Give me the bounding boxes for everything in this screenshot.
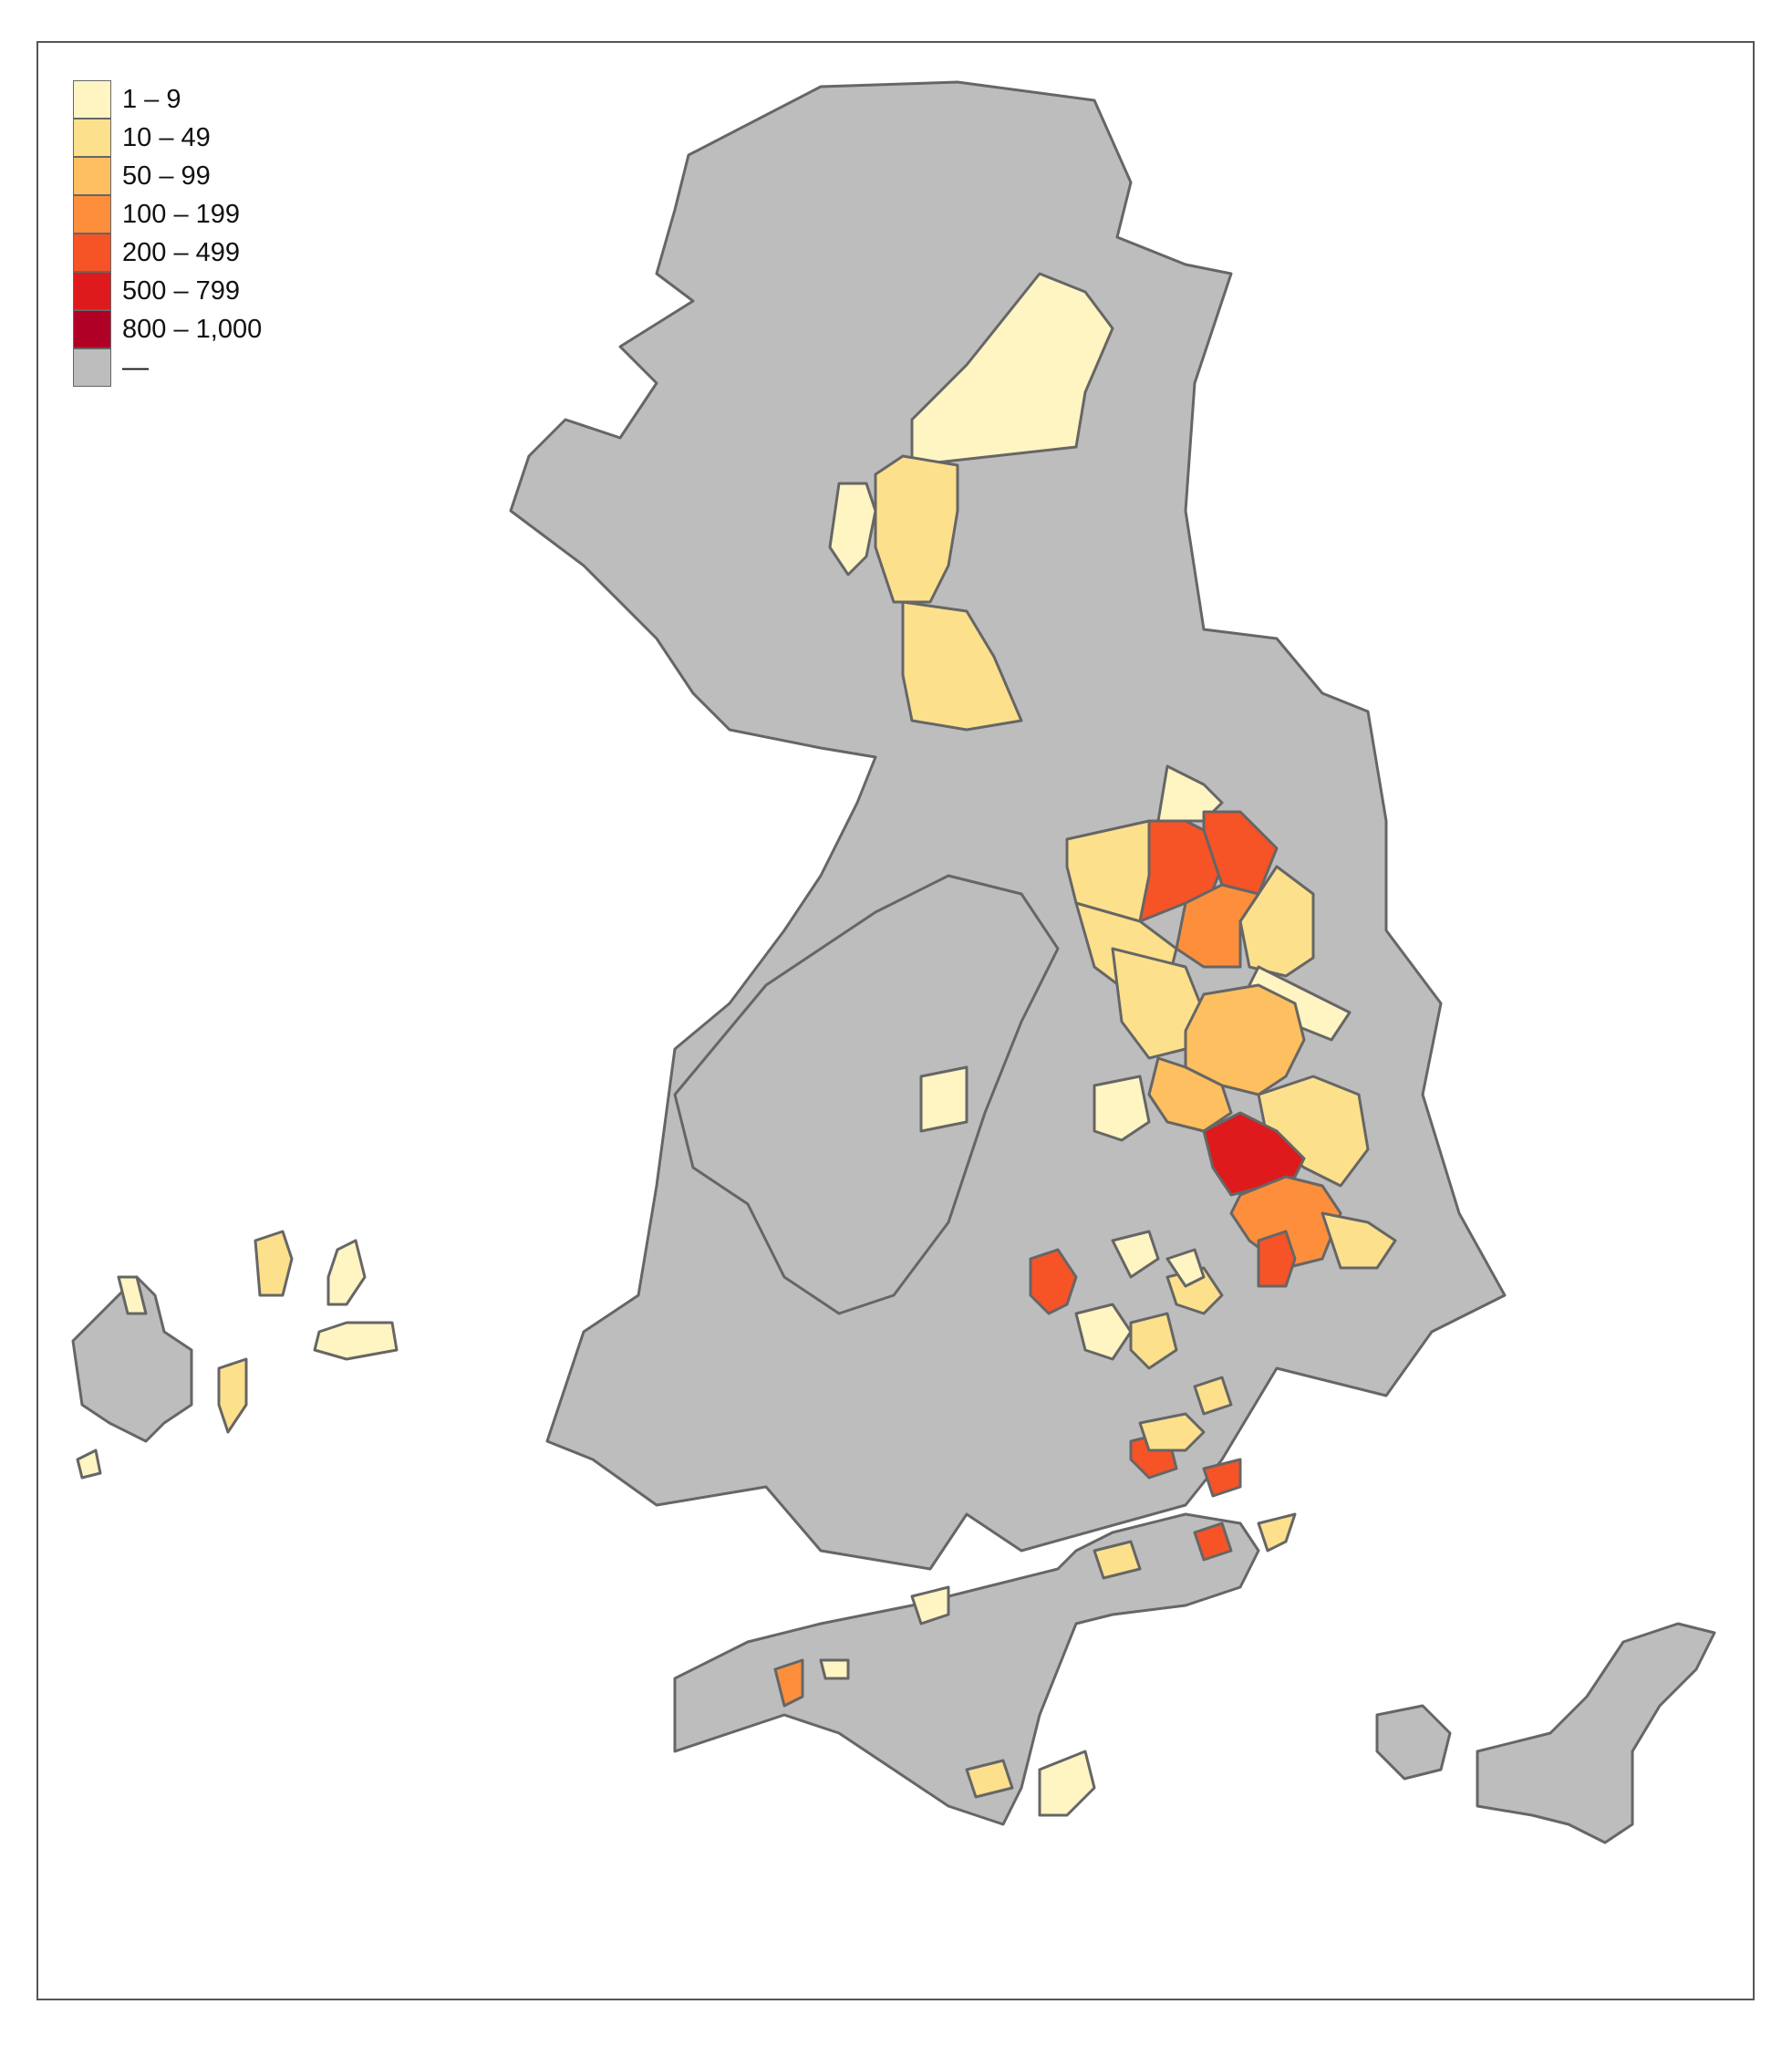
region-north[interactable] (509, 80, 1507, 1571)
legend-label: 1 – 9 (122, 84, 181, 114)
region-10-49[interactable] (1257, 1512, 1297, 1553)
region-1-9[interactable] (313, 1321, 399, 1361)
legend-swatch (73, 234, 111, 272)
legend-item: 200 – 499 (73, 234, 262, 272)
legend-swatch (73, 195, 111, 234)
legend-item: 800 – 1,000 (73, 310, 262, 348)
legend-item: 100 – 199 (73, 195, 262, 234)
legend-swatch (73, 348, 111, 387)
region-east-islands[interactable] (1476, 1622, 1716, 1844)
region-1-9[interactable] (1093, 1075, 1151, 1142)
region-east-islet[interactable] (1375, 1704, 1452, 1781)
region-50-99[interactable] (1147, 1056, 1233, 1133)
region-1-9[interactable] (326, 1239, 367, 1306)
region-10-49[interactable] (1193, 1376, 1233, 1416)
region-100-199[interactable] (773, 1658, 804, 1708)
base-landmass (71, 80, 1716, 1844)
region-1-9[interactable] (819, 1658, 850, 1680)
data-regions (76, 272, 1397, 1817)
region-200-499[interactable] (1193, 1522, 1233, 1562)
region-south-island[interactable] (673, 1512, 1260, 1826)
region-10-49[interactable] (1129, 1312, 1178, 1370)
legend-label: 100 – 199 (122, 199, 241, 229)
region-10-49[interactable] (1138, 1412, 1206, 1452)
region-1-9[interactable] (76, 1449, 102, 1480)
region-500-799[interactable] (1202, 1111, 1306, 1197)
region-100-199[interactable] (1175, 883, 1260, 969)
legend-item: — (73, 348, 262, 387)
legend-label: 50 – 99 (122, 161, 211, 191)
legend: 1 – 9 10 – 49 50 – 99 100 – 199 200 – 49… (73, 80, 262, 387)
legend-swatch (73, 157, 111, 195)
region-10-49[interactable] (901, 600, 1023, 732)
region-10-49[interactable] (217, 1357, 248, 1434)
legend-item: 1 – 9 (73, 80, 262, 119)
region-1-9[interactable] (117, 1275, 148, 1315)
legend-label: 10 – 49 (122, 122, 211, 152)
legend-label: 800 – 1,000 (122, 314, 263, 344)
region-50-99[interactable] (1184, 983, 1306, 1096)
region-1-9[interactable] (910, 1585, 950, 1625)
region-200-499[interactable] (1029, 1248, 1078, 1315)
region-10-49[interactable] (1093, 1540, 1142, 1580)
legend-item: 10 – 49 (73, 119, 262, 157)
legend-label: — (122, 352, 149, 382)
region-1-9[interactable] (1248, 965, 1352, 1042)
region-1-9[interactable] (1111, 1230, 1160, 1279)
region-10-49[interactable] (254, 1230, 294, 1297)
legend-item: 50 – 99 (73, 157, 262, 195)
region-200-499[interactable] (1257, 1230, 1297, 1288)
region-1-9[interactable] (1165, 1248, 1206, 1288)
legend-swatch (73, 80, 111, 119)
region-200-499[interactable] (1202, 1458, 1242, 1498)
legend-swatch (73, 119, 111, 157)
region-1-9[interactable] (919, 1065, 969, 1133)
region-1-9[interactable] (1074, 1303, 1133, 1361)
region-1-9[interactable] (1038, 1750, 1096, 1817)
region-1-9[interactable] (828, 482, 877, 576)
legend-swatch (73, 310, 111, 348)
region-west-peninsula[interactable] (673, 874, 1060, 1315)
region-1-9[interactable] (910, 272, 1114, 467)
region-10-49[interactable] (965, 1759, 1014, 1799)
legend-swatch (73, 272, 111, 310)
legend-label: 500 – 799 (122, 275, 241, 306)
region-10-49[interactable] (1321, 1211, 1397, 1270)
legend-item: 500 – 799 (73, 272, 262, 310)
region-10-49[interactable] (874, 454, 959, 604)
legend-label: 200 – 499 (122, 237, 241, 267)
